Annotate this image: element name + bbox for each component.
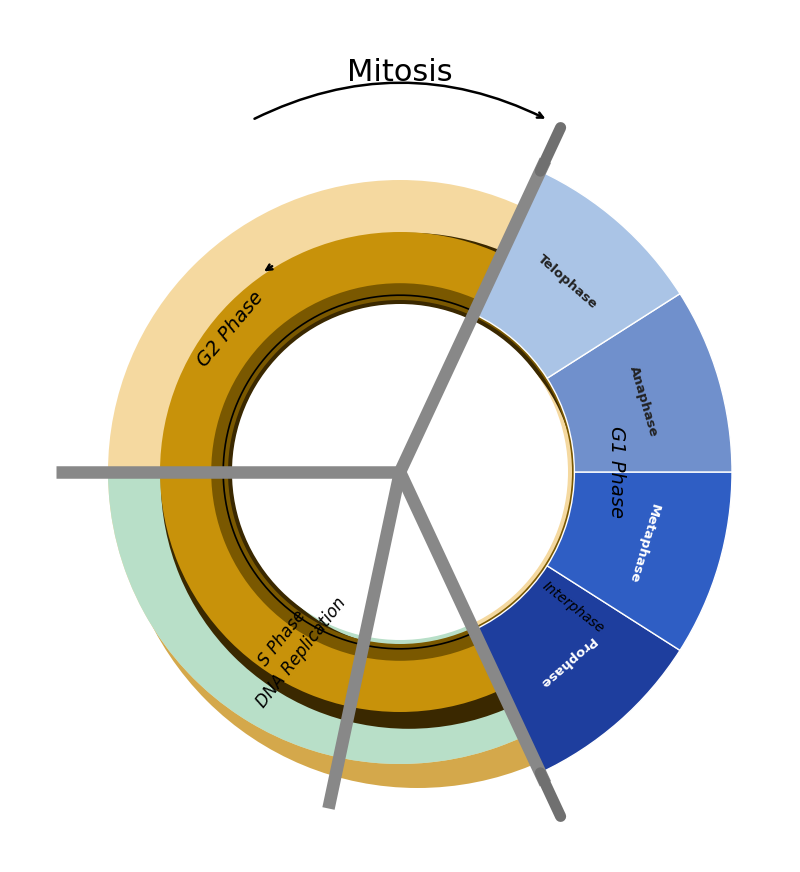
Wedge shape xyxy=(161,233,657,729)
Wedge shape xyxy=(474,171,680,378)
Text: Telophase: Telophase xyxy=(534,252,599,311)
Text: Prophase: Prophase xyxy=(536,634,598,691)
Wedge shape xyxy=(547,294,732,472)
Text: G2 Phase: G2 Phase xyxy=(193,288,267,371)
Wedge shape xyxy=(108,472,523,764)
Wedge shape xyxy=(211,283,589,661)
Wedge shape xyxy=(547,472,732,651)
Text: Metaphase: Metaphase xyxy=(626,501,661,584)
Text: Anaphase: Anaphase xyxy=(626,364,659,439)
Text: G1 Phase: G1 Phase xyxy=(606,426,626,518)
Circle shape xyxy=(119,191,716,788)
Text: Interphase: Interphase xyxy=(540,579,607,637)
Text: S Phase
DNA Replication: S Phase DNA Replication xyxy=(234,580,350,711)
Text: Mitosis: Mitosis xyxy=(347,58,453,86)
Wedge shape xyxy=(474,566,680,773)
Circle shape xyxy=(108,180,692,764)
Wedge shape xyxy=(160,232,640,712)
Circle shape xyxy=(232,304,568,640)
